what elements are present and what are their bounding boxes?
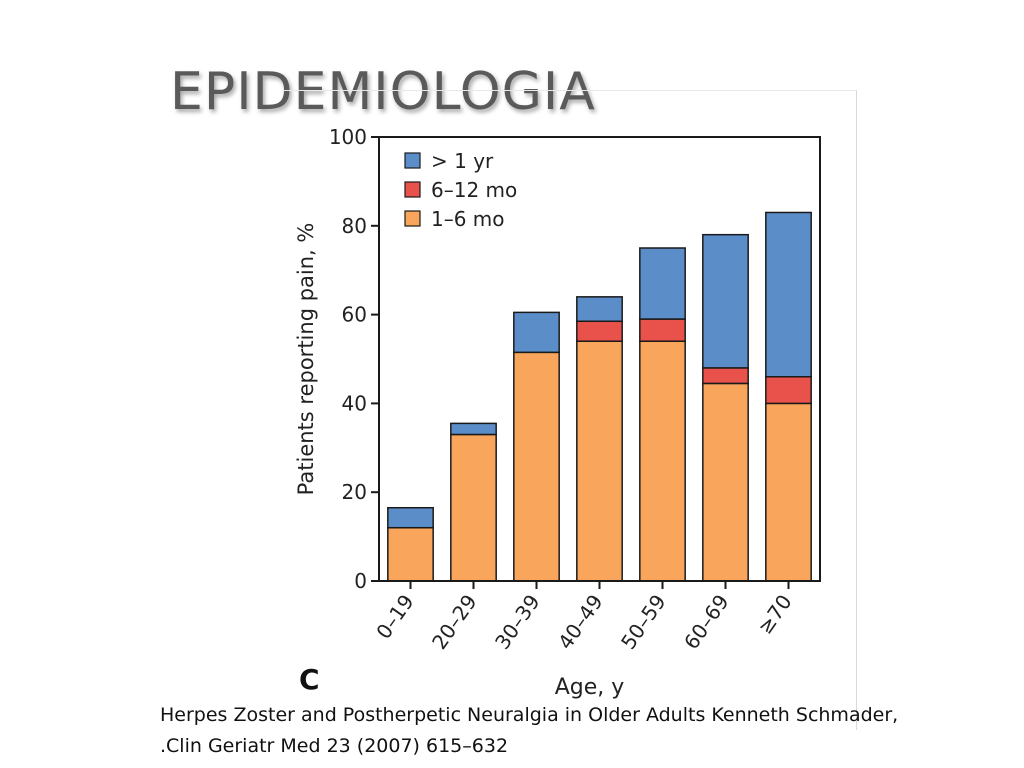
bar-segment [639,247,686,320]
x-tick-label: 50–59 [616,590,671,654]
x-tick-label: 40–49 [553,590,608,654]
x-tick-label: 60–69 [679,590,734,654]
bar-segment [576,340,623,582]
bar-segment [639,340,686,582]
bar-segment [765,376,812,405]
y-tick-label: 0 [354,569,367,593]
citation-line-1: Herpes Zoster and Postherpetic Neuralgia… [160,704,899,726]
bar-segment [450,433,497,582]
bar-segment [576,320,623,342]
x-tick-label: 0–19 [371,590,418,643]
figure-frame: 0 20 40 60 80 100 > 1 yr 6–12 mo 1–6 mo 0–19 20–… [283,90,857,730]
y-tick-label: 40 [342,391,367,415]
legend-label: 1–6 mo [431,207,505,231]
bar-segment [387,526,434,582]
x-tick-label: 30–39 [490,590,545,654]
citation: Herpes Zoster and Postherpetic Neuralgia… [160,700,1000,762]
legend-label: > 1 yr [431,149,494,173]
citation-line-2: .Clin Geriatr Med 23 (2007) 615–632 [160,735,509,757]
x-tick-label: ≥70 [753,590,797,638]
legend-swatch [404,181,421,198]
slide-title: EPIDEMIOLOGIA [170,62,596,122]
bar-segment [450,422,497,436]
y-tick-label: 100 [329,125,367,149]
legend-swatch [404,210,421,227]
y-tick-label: 80 [342,214,367,238]
bar-segment [576,296,623,323]
bar-segment [513,311,560,354]
legend-label: 6–12 mo [431,178,517,202]
bar-segment [702,382,749,582]
x-axis-label: Age, y [555,675,625,700]
y-tick-label: 60 [342,303,367,327]
y-tick-label: 20 [342,480,367,504]
panel-label: C [299,663,320,696]
legend-swatch [404,152,421,169]
bar-segment [513,351,560,582]
bar-segment [765,402,812,582]
bar-segment [387,506,434,529]
bar-segment [702,233,749,369]
y-axis-label: Patients reporting pain, % [294,223,318,496]
bar-segment [639,318,686,342]
stacked-bar-chart: 0 20 40 60 80 100 > 1 yr 6–12 mo 1–6 mo 0–19 20–… [294,125,821,700]
bar-segment [765,211,812,378]
bar-segment [702,367,749,385]
x-tick-label: 20–29 [427,590,482,654]
